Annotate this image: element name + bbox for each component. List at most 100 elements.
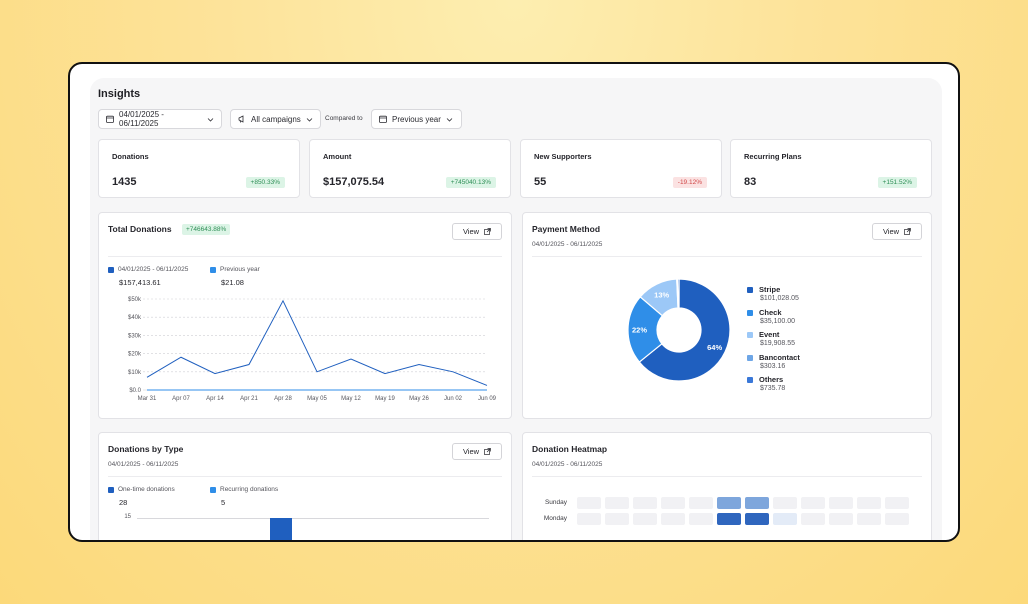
- stat-change-badge: -19.12%: [672, 177, 707, 188]
- payment-amount: $101,028.05: [760, 295, 799, 302]
- view-button[interactable]: View: [452, 223, 502, 240]
- slice-label: 22%: [632, 325, 647, 334]
- view-label: View: [462, 447, 480, 456]
- x-tick-label: May 12: [341, 396, 361, 402]
- campaign-select[interactable]: All campaigns: [230, 109, 321, 129]
- calendar-icon: [379, 115, 387, 123]
- legend-swatch: [747, 309, 753, 316]
- y-tick-label: $50k: [128, 297, 142, 303]
- total-change-badge: +746643.88%: [182, 224, 231, 235]
- donation-heatmap-card: Donation Heatmap 04/01/2025 - 06/11/2025…: [522, 432, 932, 540]
- view-label: View: [462, 227, 480, 236]
- pie-slice: [676, 278, 680, 309]
- stat-label: New Supporters: [534, 152, 592, 161]
- heatmap-cell: [773, 497, 797, 509]
- pie-slice: [638, 278, 731, 382]
- compare-period-label: Previous year: [392, 114, 441, 124]
- legend-swatch: [108, 486, 114, 493]
- heatmap-day-label: Sunday: [544, 499, 567, 506]
- heatmap-cell: [605, 513, 629, 525]
- x-tick-label: Jun 09: [478, 396, 497, 402]
- stat-value: 55: [534, 176, 547, 188]
- payment-legend-others: Others $735.78: [747, 375, 785, 392]
- heatmap-cell: [633, 513, 657, 525]
- compared-to-label: Compared to: [325, 115, 363, 122]
- heatmap-cell: [689, 513, 713, 525]
- legend-label: Recurring donations: [220, 486, 279, 493]
- stat-label: Amount: [323, 152, 352, 161]
- card-subtitle: 04/01/2025 - 06/11/2025: [108, 461, 179, 468]
- chevron-down-icon: [306, 117, 313, 122]
- legend-label: 04/01/2025 - 06/11/2025: [118, 266, 189, 273]
- card-title: Donations by Type: [108, 444, 184, 454]
- payment-legend-event: Event $19,908.55: [747, 330, 795, 347]
- stat-card-donations: Donations 1435 +850.33%: [98, 139, 300, 198]
- legend-swatch: [747, 354, 753, 361]
- payment-method-donut-chart: 64% 22% 13%: [627, 278, 731, 382]
- payment-amount: $19,908.55: [760, 340, 796, 347]
- heatmap-cell: [829, 497, 853, 509]
- x-tick-label: Mar 31: [138, 396, 157, 402]
- legend-swatch: [108, 266, 114, 273]
- payment-amount: $303.16: [760, 363, 786, 370]
- view-label: View: [882, 227, 900, 236]
- chevron-down-icon: [207, 117, 214, 122]
- payment-name: Others: [759, 375, 784, 384]
- legend-swatch: [210, 266, 216, 273]
- card-subtitle: 04/01/2025 - 06/11/2025: [532, 461, 603, 468]
- app-window: Insights 04/01/2025 - 06/11/2025 All cam…: [68, 62, 960, 542]
- card-title: Payment Method: [532, 224, 601, 234]
- stat-card-new-supporters: New Supporters 55 -19.12%: [520, 139, 722, 198]
- legend-swatch: [747, 286, 753, 293]
- campaign-label: All campaigns: [251, 114, 301, 124]
- heatmap-cell: [773, 513, 797, 525]
- legend-swatch: [210, 486, 216, 493]
- heatmap-cell: [577, 497, 601, 509]
- y-tick-label: $30k: [128, 333, 142, 339]
- payment-name: Bancontact: [759, 353, 800, 362]
- divider: [108, 476, 502, 477]
- view-button[interactable]: View: [872, 223, 922, 240]
- page-title: Insights: [98, 88, 141, 100]
- x-tick-label: Apr 14: [206, 396, 224, 402]
- stat-card-recurring-plans: Recurring Plans 83 +151.52%: [730, 139, 932, 198]
- insights-panel: Insights 04/01/2025 - 06/11/2025 All cam…: [90, 78, 942, 540]
- stat-label: Donations: [112, 152, 149, 161]
- legend-value: 28: [119, 498, 128, 507]
- heatmap-cell: [857, 513, 881, 525]
- y-tick-label: $20k: [128, 352, 142, 358]
- payment-legend-check: Check $35,100.00: [747, 308, 795, 325]
- legend-previous: Previous year: [210, 266, 260, 273]
- stat-value: 83: [744, 176, 757, 188]
- heatmap-cell: [689, 497, 713, 509]
- view-button[interactable]: View: [452, 443, 502, 460]
- date-range-picker[interactable]: 04/01/2025 - 06/11/2025: [98, 109, 222, 129]
- x-tick-label: Apr 07: [172, 396, 190, 402]
- heatmap-cell: [661, 513, 685, 525]
- payment-method-card: Payment Method 04/01/2025 - 06/11/2025 V…: [522, 212, 932, 419]
- stat-label: Recurring Plans: [744, 152, 802, 161]
- divider: [108, 256, 502, 257]
- heatmap-cell: [717, 513, 741, 525]
- total-donations-line-chart: $0.0 $10k $20k $30k $40k $50k Mar 31 Apr 07 Apr …: [128, 297, 497, 402]
- external-link-icon: [484, 448, 491, 455]
- stat-value: 1435: [112, 176, 137, 188]
- megaphone-icon: [238, 115, 244, 123]
- payment-name: Stripe: [759, 285, 781, 294]
- donations-by-type-card: Donations by Type 04/01/2025 - 06/11/202…: [98, 432, 512, 540]
- x-tick-label: May 26: [409, 396, 429, 402]
- legend-recurring: Recurring donations: [210, 486, 278, 493]
- y-tick-label: $10k: [128, 370, 142, 376]
- stat-change-badge: +151.52%: [877, 177, 917, 188]
- stat-change-badge: +850.33%: [245, 177, 285, 188]
- compare-period-select[interactable]: Previous year: [371, 109, 462, 129]
- payment-amount: $735.78: [760, 385, 786, 392]
- legend-label: One-time donations: [118, 486, 175, 493]
- divider: [532, 256, 922, 257]
- legend-current: 04/01/2025 - 06/11/2025: [108, 266, 188, 273]
- x-tick-label: Apr 28: [274, 396, 292, 402]
- heatmap-cell: [633, 497, 657, 509]
- payment-name: Check: [759, 308, 782, 317]
- legend-value: $157,413.61: [119, 278, 161, 287]
- payment-amount: $35,100.00: [760, 318, 796, 325]
